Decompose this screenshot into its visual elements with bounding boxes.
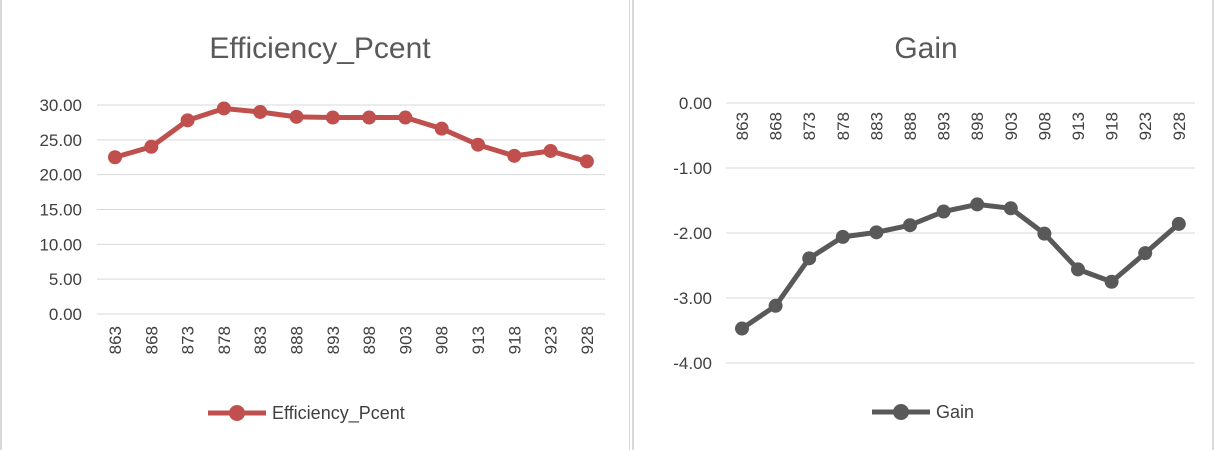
x-tick-label: 908 bbox=[433, 326, 452, 354]
data-point bbox=[579, 154, 594, 169]
data-point bbox=[434, 121, 449, 136]
chart-title: Efficiency_Pcent bbox=[209, 32, 431, 65]
data-point bbox=[768, 298, 783, 313]
x-tick-label: 883 bbox=[251, 326, 270, 354]
y-axis-ticks: 0.00 5.00 10.00 15.00 20.00 25.00 30.00 bbox=[39, 96, 82, 324]
x-tick-label: 898 bbox=[968, 112, 987, 140]
data-point bbox=[1003, 201, 1018, 216]
data-point bbox=[869, 225, 884, 240]
data-point bbox=[1071, 262, 1085, 277]
x-tick-label: 868 bbox=[142, 326, 161, 354]
y-tick-label: -1.00 bbox=[673, 159, 712, 178]
x-tick-label: 923 bbox=[542, 326, 561, 354]
legend-label: Gain bbox=[936, 402, 974, 422]
x-axis-ticks: 863 868 873 878 883 888 893 898 903 908 913 918 923 9… bbox=[733, 112, 1189, 140]
y-tick-label: 0.00 bbox=[49, 305, 82, 324]
data-point bbox=[507, 148, 522, 163]
x-tick-label: 888 bbox=[901, 112, 920, 140]
gridlines bbox=[726, 102, 1195, 364]
x-tick-label: 873 bbox=[179, 326, 198, 354]
x-tick-label: 923 bbox=[1136, 112, 1155, 140]
gain-chart-panel: Gain 0.00 -1.00 -2.00 -3.00 -4.00 863 868 873 8… bbox=[632, 0, 1214, 450]
data-point bbox=[144, 139, 159, 154]
y-axis-ticks: 0.00 -1.00 -2.00 -3.00 -4.00 bbox=[673, 94, 712, 373]
series-efficiency bbox=[108, 101, 594, 169]
data-point bbox=[735, 321, 749, 336]
data-point bbox=[1104, 274, 1119, 289]
legend-marker bbox=[893, 404, 909, 420]
x-tick-label: 898 bbox=[360, 326, 379, 354]
gridlines bbox=[97, 104, 605, 315]
y-tick-label: -2.00 bbox=[673, 224, 712, 243]
x-axis-ticks: 863 868 873 878 883 888 893 898 903 908 913 918 923 9… bbox=[106, 326, 597, 354]
data-point bbox=[325, 110, 340, 125]
y-tick-label: -3.00 bbox=[673, 289, 712, 308]
data-point bbox=[970, 197, 985, 212]
legend: Gain bbox=[872, 402, 974, 422]
data-point bbox=[802, 251, 817, 266]
efficiency-chart-panel: Efficiency_Pcent 0.00 5.00 10.00 15.00 20.00… bbox=[0, 0, 630, 450]
x-tick-label: 918 bbox=[1103, 112, 1122, 140]
data-point bbox=[936, 204, 951, 219]
data-point bbox=[835, 229, 850, 244]
data-point bbox=[398, 110, 413, 125]
gain-chart: Gain 0.00-1.00-2.00-3.00-4.00 863 868 873 8… bbox=[673, 32, 1195, 422]
x-tick-label: 863 bbox=[106, 326, 125, 354]
data-point bbox=[362, 110, 377, 125]
data-point bbox=[903, 218, 917, 233]
y-tick-label: 30.00 bbox=[39, 96, 82, 115]
x-tick-label: 888 bbox=[288, 326, 307, 354]
data-point bbox=[1171, 216, 1186, 231]
x-tick-label: 878 bbox=[834, 112, 853, 140]
efficiency-chart: Efficiency_Pcent 0.00 5.00 10.00 15.00 20.00… bbox=[39, 32, 605, 424]
data-point bbox=[180, 113, 195, 128]
x-tick-label: 903 bbox=[396, 326, 415, 354]
y-tick-label: 5.00 bbox=[49, 270, 82, 289]
x-tick-label: 908 bbox=[1035, 112, 1054, 140]
x-tick-label: 868 bbox=[767, 112, 786, 140]
data-point bbox=[289, 109, 304, 124]
x-tick-label: 878 bbox=[215, 326, 234, 354]
chart-title: Gain bbox=[894, 32, 957, 65]
data-point bbox=[1138, 246, 1153, 261]
x-tick-label: 883 bbox=[867, 112, 886, 140]
y-tick-label: -4.00 bbox=[673, 354, 712, 373]
x-tick-label: 918 bbox=[505, 326, 524, 354]
x-tick-label: 928 bbox=[578, 326, 597, 354]
y-tick-label: 20.00 bbox=[39, 166, 82, 185]
data-point bbox=[543, 143, 558, 158]
x-tick-label: 913 bbox=[1069, 112, 1088, 140]
x-tick-label: 928 bbox=[1170, 112, 1189, 140]
data-point bbox=[1037, 226, 1052, 241]
legend: Efficiency_Pcent bbox=[208, 403, 405, 424]
data-point bbox=[216, 101, 231, 116]
x-tick-label: 873 bbox=[800, 112, 819, 140]
legend-marker bbox=[229, 405, 245, 421]
series-line bbox=[740, 201, 1181, 331]
y-tick-label: 0.00 bbox=[679, 94, 712, 113]
x-tick-label: 903 bbox=[1002, 112, 1021, 140]
data-point bbox=[471, 137, 485, 152]
x-tick-label: 893 bbox=[324, 326, 343, 354]
data-point bbox=[108, 150, 122, 165]
legend-label: Efficiency_Pcent bbox=[272, 403, 405, 424]
x-tick-label: 893 bbox=[935, 112, 954, 140]
y-tick-label: 25.00 bbox=[39, 131, 82, 150]
y-tick-label: 15.00 bbox=[39, 201, 82, 220]
y-tick-label: 10.00 bbox=[39, 235, 82, 254]
data-point bbox=[253, 104, 268, 119]
series-gain bbox=[735, 197, 1186, 336]
x-tick-label: 913 bbox=[469, 326, 488, 354]
x-tick-label: 863 bbox=[733, 112, 752, 140]
